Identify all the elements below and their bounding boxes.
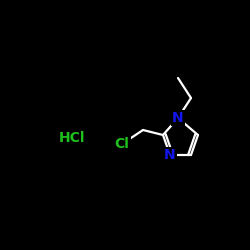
Text: N: N (172, 111, 184, 125)
Text: HCl: HCl (59, 131, 85, 145)
Text: N: N (164, 148, 176, 162)
Text: Cl: Cl (114, 137, 130, 151)
